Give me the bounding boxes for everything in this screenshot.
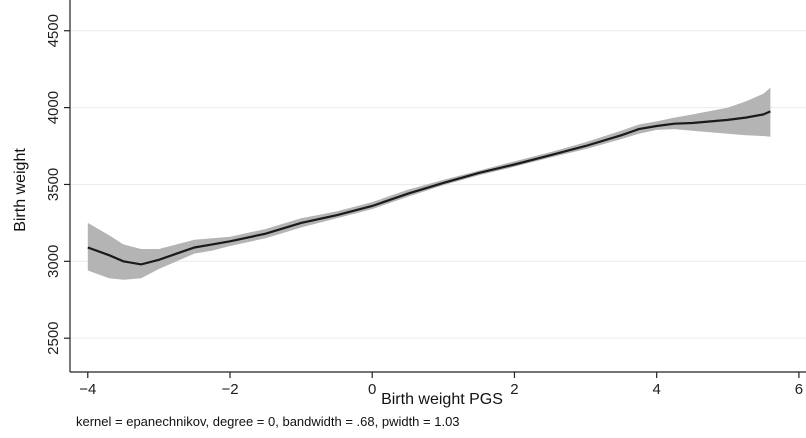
x-axis-ticks: −4 −2 0 2 4 6 <box>79 372 803 398</box>
confidence-band <box>87 87 771 280</box>
x-tick-label-6: 6 <box>795 381 803 398</box>
fitted-line <box>87 110 771 266</box>
x-tick-label-0: 0 <box>368 381 376 398</box>
y-tick-label-3000: 3000 <box>45 245 62 278</box>
y-axis-ticks: 2500 3000 3500 4000 4500 <box>45 14 70 355</box>
y-tick-label-3500: 3500 <box>45 168 62 201</box>
x-tick-label-4: 4 <box>652 381 660 398</box>
x-tick-label-2: 2 <box>510 381 518 398</box>
kernel-note: kernel = epanechnikov, degree = 0, bandw… <box>76 414 460 429</box>
y-axis-title: Birth weight <box>12 148 29 232</box>
x-tick-label--2: −2 <box>221 381 238 398</box>
y-tick-label-4000: 4000 <box>45 91 62 124</box>
y-tick-label-4500: 4500 <box>45 14 62 47</box>
x-axis-title: Birth weight PGS <box>381 391 503 408</box>
x-tick-label--4: −4 <box>79 381 96 398</box>
y-tick-label-2500: 2500 <box>45 321 62 354</box>
